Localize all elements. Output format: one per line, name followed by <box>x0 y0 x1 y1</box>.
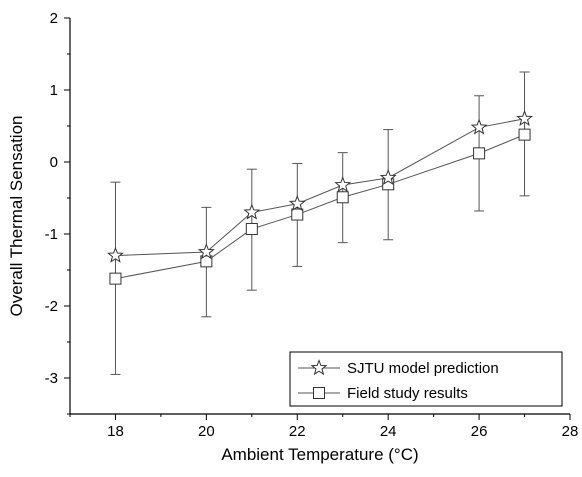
series-lines <box>115 118 525 280</box>
x-tick-label: 24 <box>380 423 397 440</box>
field-point <box>473 147 486 160</box>
sjtu-point <box>334 176 352 193</box>
sjtu-point <box>516 109 534 127</box>
field-point <box>518 128 531 141</box>
x-tick-label: 18 <box>107 423 124 440</box>
field-point <box>109 272 122 285</box>
sjtu-point <box>288 194 306 211</box>
field-point <box>245 222 258 235</box>
legend-square-marker <box>313 387 325 399</box>
sjtu-line <box>115 118 525 257</box>
sjtu-point <box>470 118 488 135</box>
field-point <box>291 208 304 221</box>
series-markers <box>106 109 534 285</box>
y-tick-label: -2 <box>45 298 58 315</box>
sjtu-point <box>243 203 261 220</box>
y-axis-title: Overall Thermal Sensation <box>7 116 26 317</box>
field-line <box>115 134 525 280</box>
legend: SJTU model prediction Field study result… <box>289 351 563 407</box>
x-tick-label: 20 <box>198 423 215 440</box>
field-point <box>336 191 349 204</box>
sjtu-point <box>379 168 397 186</box>
sjtu-point <box>197 243 215 260</box>
y-tick-label: 0 <box>50 154 58 171</box>
x-tick-label: 28 <box>562 423 579 440</box>
x-axis-title: Ambient Temperature (°C) <box>221 445 418 464</box>
y-tick-label: 1 <box>50 82 58 99</box>
legend-star <box>310 359 328 376</box>
field-point <box>200 255 213 268</box>
plot-area <box>69 18 570 415</box>
x-ticks: 18 20 22 24 26 28 <box>69 414 579 440</box>
error-bars <box>110 71 530 375</box>
y-tick-label: -1 <box>45 226 58 243</box>
x-tick-label: 22 <box>289 423 306 440</box>
sjtu-point <box>106 246 124 263</box>
legend-box <box>289 351 563 407</box>
legend-star-marker <box>310 359 328 376</box>
legend-label-sjtu: SJTU model prediction <box>347 360 499 377</box>
y-tick-label: -3 <box>45 370 58 387</box>
legend-square <box>313 387 325 399</box>
y-tick-label: 2 <box>50 10 58 27</box>
y-ticks: -3 -2 -1 0 1 2 <box>45 10 70 415</box>
legend-label-field: Field study results <box>347 385 468 402</box>
x-tick-label: 26 <box>471 423 488 440</box>
